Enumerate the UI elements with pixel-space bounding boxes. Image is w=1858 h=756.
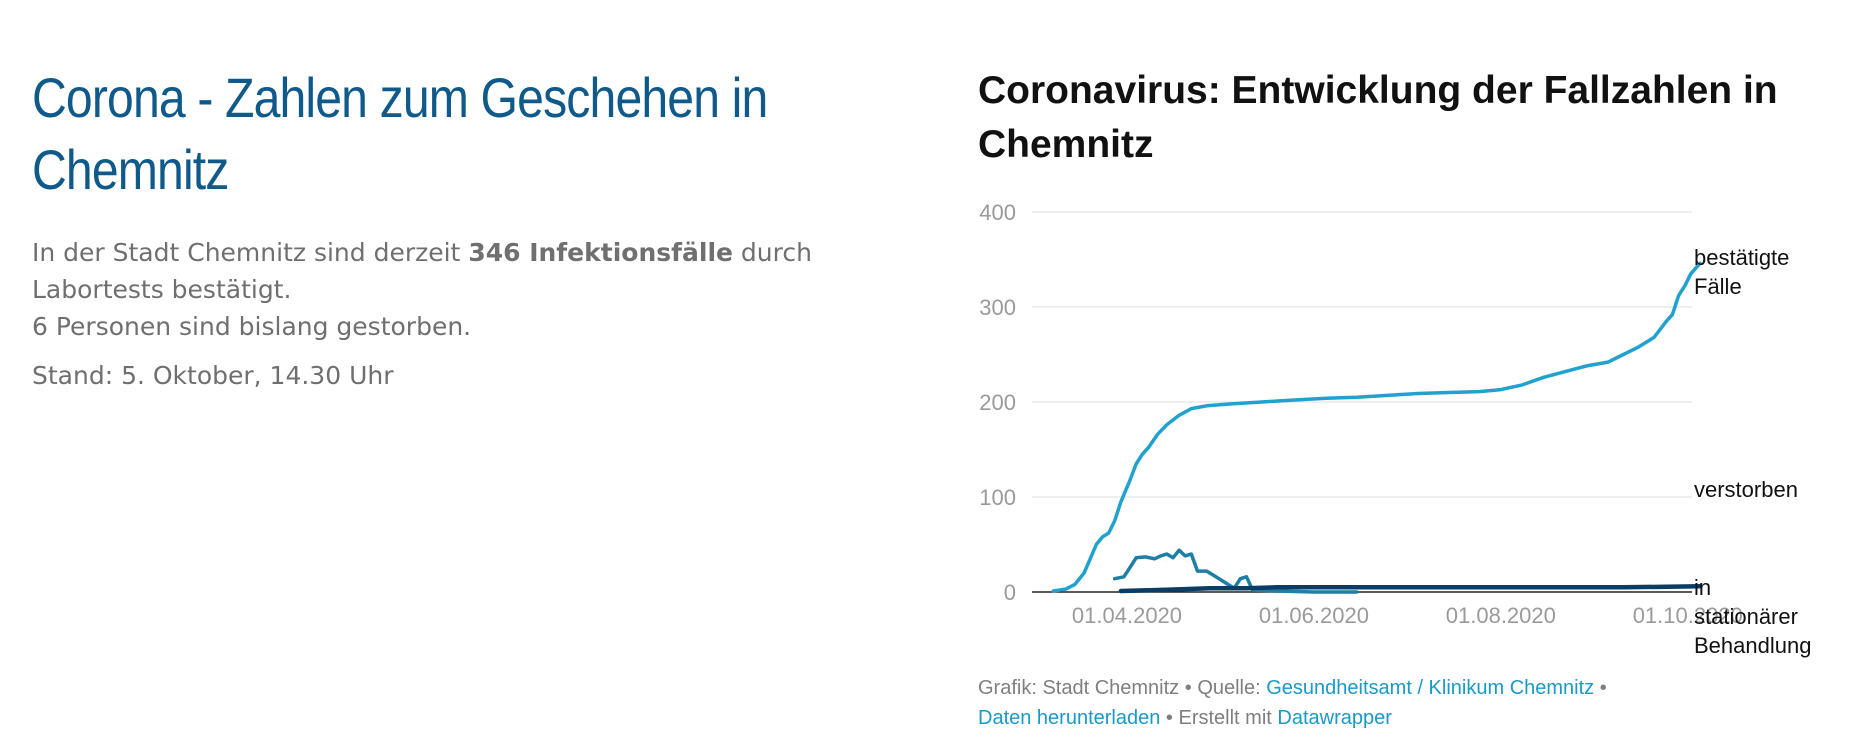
series-label-line: Fälle (1694, 274, 1742, 299)
series-line (1112, 548, 1359, 594)
series-label: verstorben (1694, 477, 1798, 502)
x-tick-label: 01.04.2020 (1072, 603, 1182, 628)
series-label-line: Behandlung (1694, 633, 1811, 658)
footer-grafik: Grafik: Stadt Chemnitz (978, 677, 1180, 699)
y-tick-label: 300 (979, 295, 1016, 320)
series-line (1051, 261, 1702, 593)
footer-sep: • (1594, 677, 1607, 699)
footer-sep: • (1160, 707, 1179, 729)
deaths-line: 6 Personen sind bislang gestorben. (32, 312, 472, 341)
page-title: Corona - Zahlen zum Geschehen in Chemnit… (32, 66, 768, 201)
infection-count: 346 Infektionsfälle (468, 238, 733, 267)
datawrapper-link[interactable]: Datawrapper (1277, 707, 1392, 729)
intro-text: In der Stadt Chemnitz sind derzeit 346 I… (32, 234, 912, 345)
chart-footer: Grafik: Stadt Chemnitz • Quelle: Gesundh… (978, 673, 1698, 733)
series-line (1118, 584, 1703, 594)
grid: 0 100 200 300 400 (979, 200, 1692, 605)
y-tick-label: 100 (979, 485, 1016, 510)
timestamp: Stand: 5. Oktober, 14.30 Uhr (32, 361, 394, 390)
series-label-line: in (1694, 575, 1711, 600)
footer-created-label: Erstellt mit (1178, 707, 1278, 729)
series-label: in stationärer Behandlung (1694, 575, 1811, 658)
download-data-link[interactable]: Daten herunterladen (978, 707, 1161, 729)
series-label-line: stationärer (1694, 604, 1798, 629)
series-label-line: bestätigte (1694, 245, 1789, 270)
y-tick-label: 200 (979, 390, 1016, 415)
x-axis: 01.04.2020 01.06.2020 01.08.2020 01.10.2020 (1072, 603, 1743, 628)
x-tick-label: 01.06.2020 (1259, 603, 1369, 628)
series-label: bestätigte Fälle (1694, 245, 1789, 299)
source-link[interactable]: Gesundheitsamt / Klinikum Chemnitz (1266, 677, 1595, 699)
series-label-line: verstorben (1694, 477, 1798, 502)
y-tick-label: 400 (979, 200, 1016, 225)
footer-sep: • (1179, 677, 1198, 699)
x-tick-label: 01.08.2020 (1446, 603, 1556, 628)
intro-suffix: durch Labortests bestätigt. (32, 238, 812, 304)
series-labels: bestätigte Fälle verstorben in stationärer Be… (1694, 245, 1811, 658)
x-tick-label: 01.10.2020 (1633, 603, 1743, 628)
intro-section: Corona - Zahlen zum Geschehen in Chemnit… (32, 62, 912, 394)
footer-quelle-label: Quelle: (1197, 677, 1267, 699)
series-lines (1051, 261, 1703, 594)
chart-title: Coronavirus: Entwicklung der Fallzahlen … (978, 69, 1778, 166)
intro-prefix: In der Stadt Chemnitz sind derzeit (32, 238, 469, 267)
y-tick-label: 0 (1004, 580, 1016, 605)
